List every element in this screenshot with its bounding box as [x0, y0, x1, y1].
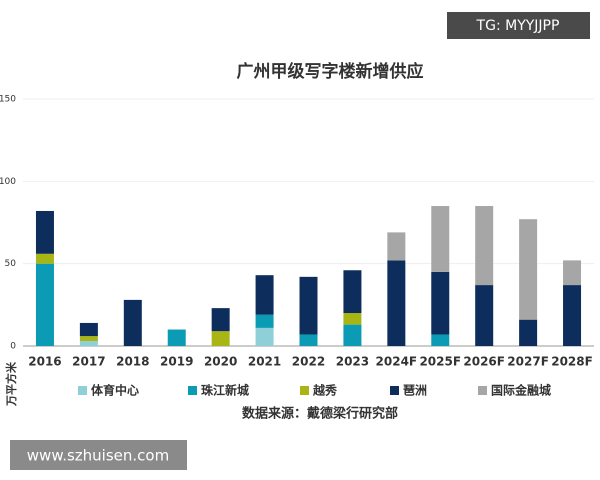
y-tick-label: 50 [5, 259, 17, 269]
x-tick-label: 2022 [292, 355, 325, 369]
legend-swatch [78, 386, 87, 395]
legend-label: 越秀 [312, 383, 338, 398]
bar-segment [299, 334, 318, 346]
x-tick-label: 2027F [507, 355, 549, 369]
bar-segment [343, 270, 362, 314]
x-tick-label: 2017 [72, 355, 105, 369]
source: 数据来源：戴德梁行研究部 [242, 406, 398, 422]
bar-segment [211, 308, 230, 332]
bar-segment [475, 206, 494, 286]
y-axis-label: 万平方米 [4, 361, 18, 407]
bar-segment [79, 322, 98, 337]
bar-segment [255, 314, 274, 328]
bar-segment [563, 285, 582, 346]
y-tick-label: 100 [0, 177, 16, 187]
bar-segment [343, 324, 362, 346]
legend-swatch [478, 386, 487, 395]
bar-segment [519, 219, 538, 320]
legend-label: 珠江新城 [201, 383, 249, 398]
legend-label: 琶洲 [403, 384, 427, 398]
bar-segment [35, 263, 54, 346]
watermark-box [10, 440, 187, 470]
legend-swatch [390, 386, 399, 395]
bar-segment [387, 260, 406, 346]
bar-segment [255, 275, 274, 315]
x-tick-label: 2025F [419, 355, 461, 369]
bar-segment [79, 336, 98, 342]
bar-segment [35, 253, 54, 264]
bar-segment [387, 232, 406, 261]
x-tick-label: 2016 [28, 355, 61, 369]
bar-segment [167, 329, 186, 346]
x-tick-label: 2019 [160, 355, 193, 369]
bar-segment [563, 260, 582, 286]
bar-segment [299, 276, 318, 335]
y-tick-label: 0 [10, 342, 16, 352]
watermark: TG: MYYJJPP [476, 18, 560, 34]
legend-label: 体育中心 [91, 383, 139, 398]
x-tick-label: 2021 [248, 355, 281, 369]
x-tick-label: 2028F [551, 355, 593, 369]
bar-segment [123, 299, 142, 346]
x-tick-label: 2026F [463, 355, 505, 369]
x-tick-label: 2020 [204, 355, 237, 369]
legend-swatch [300, 386, 309, 395]
watermark: www.szhuisen.com [27, 447, 169, 465]
bar-segment [431, 271, 450, 335]
x-tick-label: 2024F [376, 355, 418, 369]
y-tick-label: 150 [0, 95, 16, 105]
bar-segment [79, 341, 98, 346]
chart-title: 广州甲级写字楼新增供应 [237, 61, 424, 82]
legend-label: 国际金融城 [491, 383, 551, 398]
bar-segment [255, 327, 274, 346]
bar-segment [519, 319, 538, 346]
bar-segment [475, 285, 494, 346]
x-tick-label: 2018 [116, 355, 149, 369]
bar-segment [431, 206, 450, 272]
bar-segment [211, 331, 230, 346]
bar-segment [431, 334, 450, 346]
x-tick-label: 2023 [336, 355, 369, 369]
legend-swatch [188, 386, 197, 395]
watermark-box [447, 12, 590, 39]
bar-segment [35, 210, 54, 254]
bar-segment [343, 313, 362, 325]
